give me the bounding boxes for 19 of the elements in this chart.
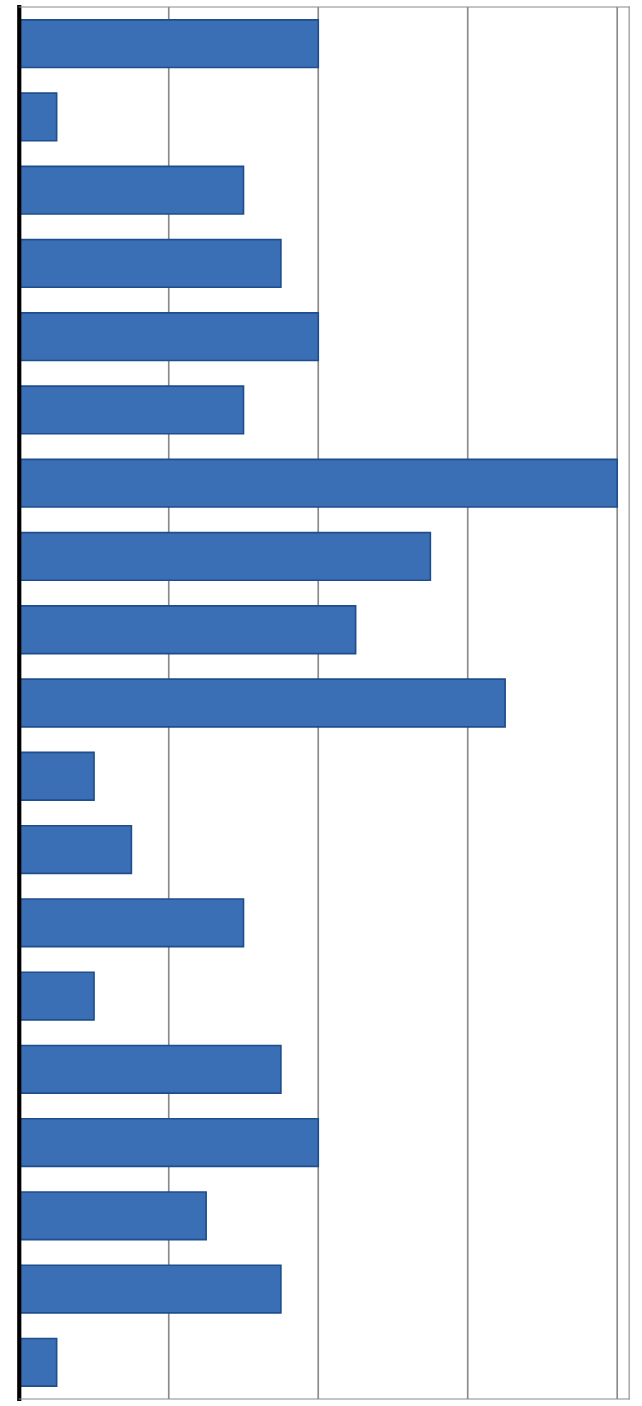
bar <box>19 92 58 142</box>
bar <box>19 678 506 728</box>
bar <box>19 1264 282 1314</box>
bar <box>19 898 245 948</box>
bar <box>19 824 133 875</box>
bar <box>19 605 357 655</box>
bar <box>19 1191 207 1241</box>
bar <box>19 312 320 362</box>
bar <box>19 1044 282 1094</box>
bar <box>19 165 245 215</box>
bar <box>19 385 245 435</box>
bar <box>19 19 320 69</box>
bar <box>19 1117 320 1168</box>
bar <box>19 1337 58 1387</box>
bar <box>19 458 619 508</box>
bar <box>19 531 432 582</box>
bar <box>19 971 95 1021</box>
bar <box>19 238 282 289</box>
bar <box>19 751 95 801</box>
